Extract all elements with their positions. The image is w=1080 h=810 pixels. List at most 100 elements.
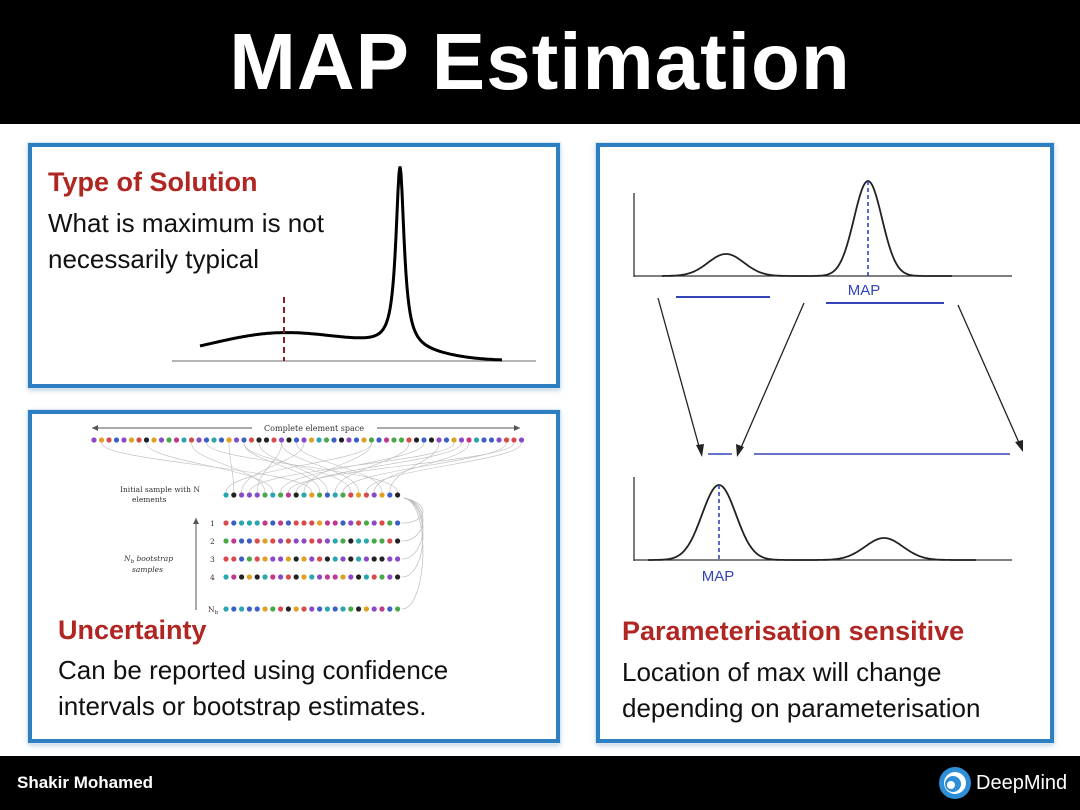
top-density-curve [662, 180, 952, 277]
element-dot [254, 556, 260, 562]
element-dot [262, 520, 268, 526]
element-dot [348, 574, 354, 580]
panel-text-line-2: intervals or bootstrap estimates. [58, 691, 427, 721]
row-label-last: Nb [208, 605, 219, 616]
element-dot [278, 606, 284, 612]
sampling-line [296, 442, 383, 493]
element-dot [301, 437, 307, 443]
element-dot [363, 538, 369, 544]
element-dot [324, 492, 330, 498]
element-dot [262, 492, 268, 498]
element-dot [136, 437, 142, 443]
mapping-arrow-1-head [696, 444, 704, 457]
element-dot [317, 538, 323, 544]
element-dot [223, 520, 229, 526]
element-dot [348, 520, 354, 526]
element-dot [466, 437, 472, 443]
bottom-density-curve [648, 484, 976, 561]
element-dot [348, 556, 354, 562]
element-dot [293, 492, 299, 498]
sampling-line [191, 442, 266, 493]
sampling-line [258, 442, 328, 493]
panel-text-line-1: Location of max will change [622, 657, 942, 687]
element-dot [239, 492, 245, 498]
initial-sample-label: Initial sample with N [120, 485, 200, 494]
sampling-line [228, 442, 235, 493]
row-label-4: 4 [210, 573, 215, 582]
element-dot [443, 437, 450, 443]
element-dot [293, 606, 299, 612]
element-dot [451, 437, 457, 443]
deepmind-logo-icon [939, 767, 971, 799]
sampling-line [241, 442, 305, 493]
element-dot [246, 574, 252, 580]
element-dot [332, 492, 338, 498]
element-dot [406, 437, 412, 443]
sampling-line [280, 442, 425, 493]
element-dot [285, 574, 291, 580]
element-dot [309, 520, 315, 526]
element-dot [503, 437, 510, 443]
element-dot [181, 437, 187, 443]
sampling-line [389, 442, 440, 493]
element-dot [223, 606, 229, 612]
element-dot [332, 556, 338, 562]
element-dot [151, 437, 157, 443]
bootstrap-sampling-figure: Complete element space Initial sample wi… [91, 424, 525, 616]
element-dot [379, 574, 385, 580]
element-dot [356, 538, 362, 544]
element-dot [106, 437, 112, 443]
element-dot [270, 520, 276, 526]
element-dot [324, 556, 330, 562]
element-dot [363, 492, 369, 498]
element-dot [301, 492, 307, 498]
panel-text-line-1: Can be reported using confidence [58, 655, 449, 685]
element-dot [239, 556, 245, 562]
element-dot [395, 556, 401, 562]
element-dot [262, 606, 268, 612]
element-dot [458, 437, 465, 443]
element-dot [231, 538, 237, 544]
element-dot [324, 606, 330, 612]
element-dot [371, 574, 377, 580]
element-dot [188, 437, 195, 443]
row-label-2: 2 [210, 537, 215, 546]
element-dot [293, 520, 299, 526]
element-dot [395, 538, 401, 544]
bootstrap-connector [401, 497, 424, 578]
element-dot [356, 574, 362, 580]
sampling-line [243, 442, 352, 493]
element-dot [379, 556, 385, 562]
element-dot [363, 520, 369, 526]
element-dot [262, 574, 268, 580]
element-dot [262, 538, 268, 544]
element-dot [301, 538, 307, 544]
element-dot [309, 606, 315, 612]
element-dot [361, 437, 367, 443]
density-curve [199, 166, 502, 362]
panel-heading: Type of Solution [48, 167, 258, 197]
element-dot [270, 574, 276, 580]
element-dot [241, 437, 247, 443]
reparameterisation-figure: MAP MAP [633, 180, 1023, 585]
element-dot [383, 437, 390, 443]
element-dot [387, 556, 393, 562]
bootstrap-label-2: samples [132, 565, 163, 574]
element-dot [239, 520, 245, 526]
element-dot [387, 606, 393, 612]
element-dot [293, 437, 300, 443]
sampling-line [366, 442, 522, 493]
element-dot [278, 437, 285, 443]
panel-type-of-solution: Type of Solution What is maximum is not … [28, 143, 560, 388]
sampling-line [206, 442, 398, 493]
element-dot [121, 437, 127, 443]
element-dot [285, 538, 291, 544]
mapping-arrow-2-head [736, 444, 744, 457]
element-dot [246, 538, 252, 544]
element-dot [262, 556, 268, 562]
element-dot [270, 538, 276, 544]
element-dot [348, 606, 354, 612]
element-dot [395, 520, 401, 526]
sampling-line [281, 442, 359, 493]
element-dot [379, 538, 385, 544]
